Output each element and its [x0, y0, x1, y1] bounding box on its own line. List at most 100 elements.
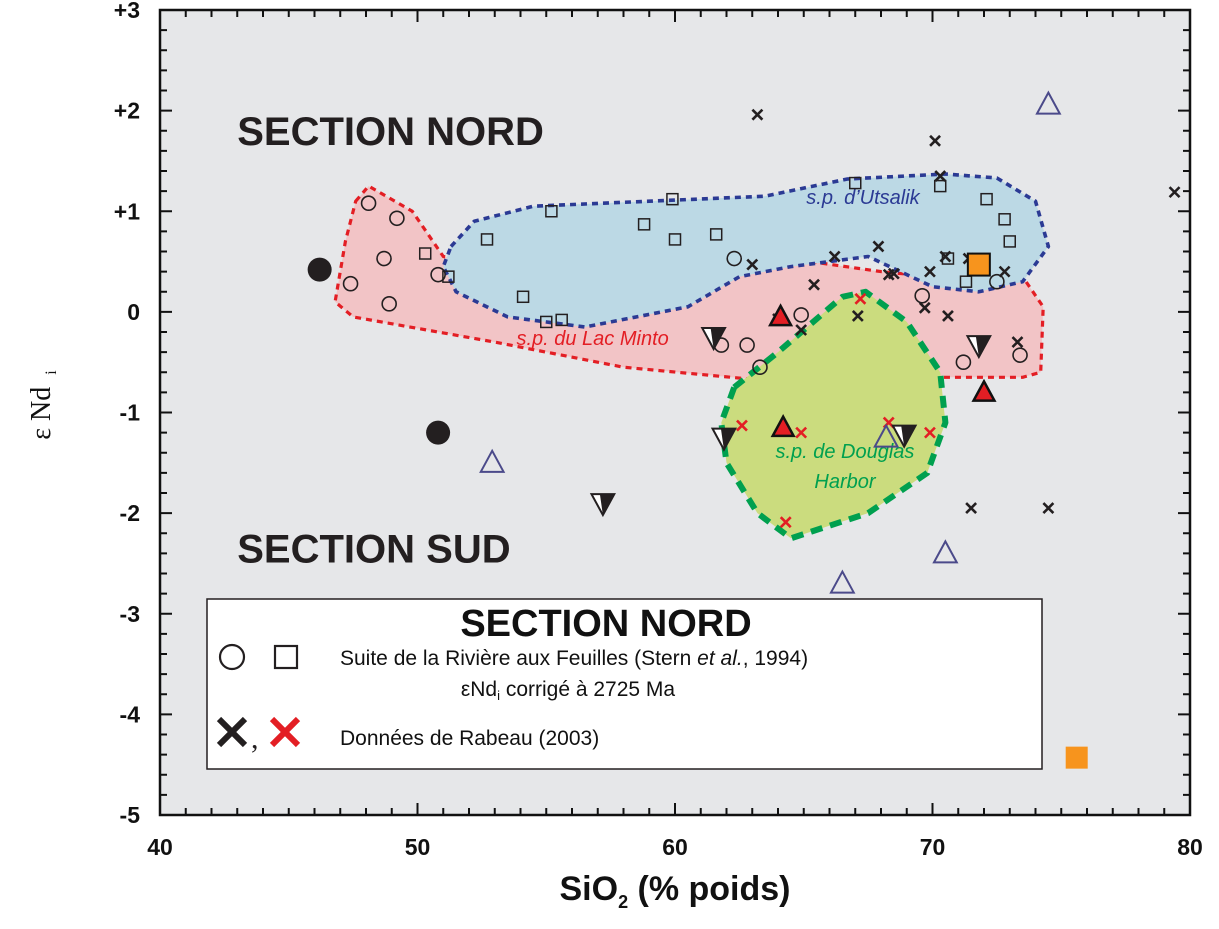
- point-triangle-down-3-fill: [901, 425, 916, 447]
- point-open-circle-10: [793, 307, 809, 323]
- x-tick-label-50: 50: [405, 834, 431, 860]
- tick-labels-layer: 40 50 60 70 80 +3 +2 +1 0 -1 -2 -3 -4 -5: [114, 0, 1203, 860]
- point-x-20-stroke-b: [1042, 502, 1055, 515]
- point-open-circle-7: [726, 250, 743, 267]
- legend-comma: ,: [251, 722, 259, 755]
- legend-entry-rabeau: Données de Rabeau (2003): [340, 727, 599, 750]
- point-open-circle-12: [955, 354, 972, 370]
- region-label-2-line2: Harbor: [814, 471, 876, 493]
- point-open-square-15: [980, 192, 993, 206]
- point-triangle-down-2-fill: [720, 428, 736, 450]
- point-x-13-stroke-b: [934, 170, 947, 182]
- point-open-circle-11: [914, 287, 931, 304]
- x-tick-label-40: 40: [147, 834, 173, 860]
- point-red-triangle-up-2: [971, 378, 997, 402]
- y-tick-label--2: -2: [120, 500, 140, 526]
- point-open-triangle-up-3: [932, 539, 959, 564]
- point-x-3: [854, 292, 867, 305]
- point-x-11: [924, 265, 936, 278]
- legend-entry-correction: εNdi corrigé à 2725 Ma: [461, 678, 676, 703]
- point-open-circle-5: [430, 266, 446, 283]
- point-x-10-stroke-b: [918, 301, 931, 314]
- ticks-layer: [159, 9, 1191, 816]
- point-triangle-down-0-fill: [599, 494, 615, 516]
- point-open-circle-2: [376, 250, 392, 267]
- region-label-0: s.p. du Lac Minto: [516, 328, 668, 350]
- x-axis-title: SiO2 (% poids): [559, 870, 790, 912]
- point-x-19: [1011, 336, 1024, 348]
- point-x-1-stroke-b: [746, 258, 759, 271]
- point-open-circle-8: [739, 337, 755, 353]
- point-open-square-11: [849, 176, 862, 190]
- point-x-9-stroke-b: [887, 267, 900, 280]
- point-x-5-stroke-b: [828, 250, 841, 263]
- x-tick-label-80: 80: [1177, 834, 1203, 860]
- region-label-2: s.p. de Douglas: [775, 441, 914, 463]
- point-x-11-stroke-b: [924, 265, 936, 278]
- point-x-3: [795, 324, 808, 336]
- legend-entry-stern: Suite de la Rivière aux Feuilles (Stern …: [340, 647, 808, 670]
- point-open-square-17: [1003, 235, 1016, 248]
- x-tick-label-70: 70: [920, 834, 946, 860]
- annotations-layer: SECTION NORD SECTION SUD: [237, 110, 544, 572]
- x-axis-title-b: (% poids): [628, 870, 790, 908]
- point-open-triangle-up-0: [479, 448, 506, 473]
- point-open-triangle-up-2: [873, 423, 900, 448]
- point-x-14-stroke-b: [939, 250, 952, 263]
- point-filled-circle-1: [426, 420, 451, 445]
- point-x-2: [795, 426, 808, 439]
- point-open-circle-1: [360, 195, 377, 211]
- point-x-1-stroke-b: [779, 516, 792, 529]
- point-x-18-stroke-b: [998, 265, 1011, 278]
- point-red-triangle-up-0: [768, 303, 794, 327]
- point-triangle-down-4-fill: [975, 336, 991, 358]
- point-x-0-stroke-b: [751, 108, 764, 121]
- point-open-square-10: [709, 228, 723, 241]
- point-x-5-stroke-b: [924, 426, 936, 439]
- point-open-circle-3: [389, 210, 405, 227]
- point-x-21-stroke-b: [1168, 186, 1181, 199]
- point-x-9: [887, 267, 900, 280]
- region-label-1: s.p. d’Utsalik: [806, 187, 920, 209]
- y-tick-label--4: -4: [120, 701, 141, 727]
- point-x-0: [736, 419, 748, 432]
- point-open-square-4: [540, 315, 553, 329]
- point-open-square-8: [666, 192, 679, 206]
- section-label-nord: SECTION NORD: [237, 110, 544, 154]
- legend-black-x-icon: [216, 716, 248, 748]
- point-x-2-stroke-b: [795, 426, 808, 439]
- point-open-square-5: [545, 205, 558, 218]
- point-x-12: [929, 134, 941, 147]
- point-open-circle-4: [381, 296, 397, 312]
- point-x-15-stroke-b: [942, 309, 954, 322]
- point-x-4: [808, 278, 820, 291]
- legend-title: SECTION NORD: [460, 603, 751, 645]
- y-axis-title-a: ε Nd: [26, 387, 57, 440]
- point-triangle-down-1-fill: [710, 328, 726, 350]
- point-x-6: [851, 309, 864, 322]
- point-open-square-12: [933, 179, 947, 193]
- point-open-circle-13: [989, 273, 1005, 290]
- y-tick-label--5: -5: [120, 802, 141, 828]
- point-x-1: [779, 516, 792, 529]
- point-open-square-16: [998, 213, 1011, 226]
- point-open-square-3: [516, 290, 530, 304]
- y-axis-title-sub: i: [43, 370, 60, 375]
- point-open-triangle-up-4: [1035, 90, 1062, 115]
- point-open-square-6: [555, 313, 568, 327]
- point-red-triangle-up-1: [770, 413, 796, 438]
- point-open-square-0: [418, 247, 432, 260]
- point-x-6-stroke-b: [851, 309, 864, 322]
- point-x-17-stroke-b: [965, 502, 978, 515]
- section-label-sud: SECTION SUD: [237, 527, 510, 571]
- y-tick-label-0: 0: [127, 299, 140, 325]
- x-axis-title-sub: 2: [618, 892, 628, 912]
- point-x-17: [965, 502, 978, 515]
- y-tick-label-1: +1: [114, 198, 140, 224]
- point-x-3-stroke-b: [795, 324, 808, 336]
- point-x-5: [828, 250, 841, 263]
- legend-entry-correction-a: εNd: [461, 678, 497, 701]
- point-x-1: [746, 258, 759, 271]
- legend-entry-correction-sub: i: [497, 688, 500, 703]
